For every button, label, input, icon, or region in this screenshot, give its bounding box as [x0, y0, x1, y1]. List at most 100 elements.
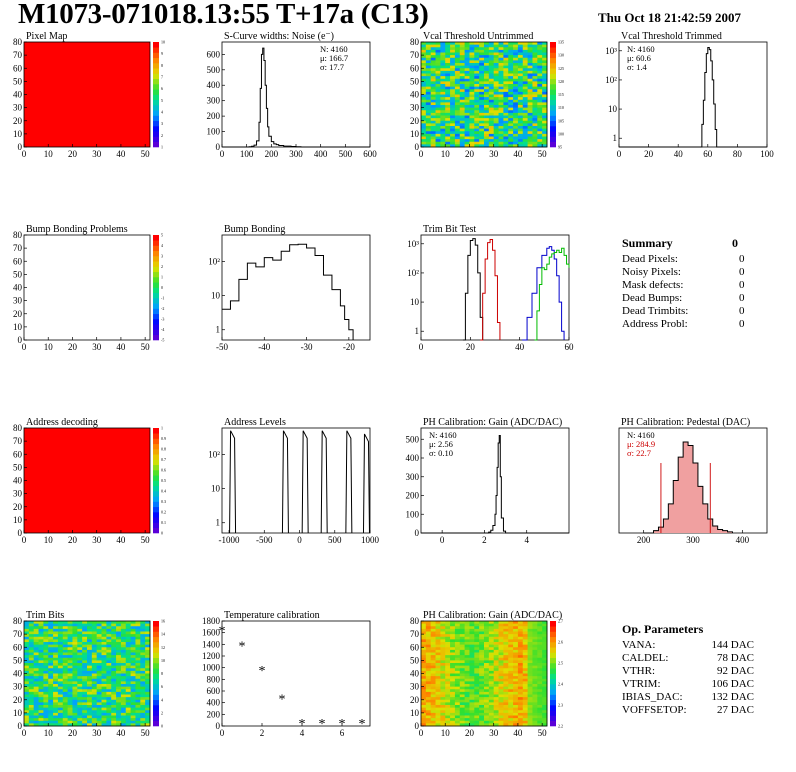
heatmap-cell: [488, 686, 495, 690]
heatmap-cell: [421, 112, 427, 116]
heatmap-cell: [111, 631, 117, 635]
heatmap-cell: [542, 76, 548, 80]
heatmap-cell: [532, 660, 538, 664]
x-tick-label: 60: [565, 342, 575, 352]
heatmap-cell: [488, 707, 495, 711]
colorbar-segment: [550, 705, 556, 711]
chart-scurve-noise: S-Curve widths: Noise (e⁻)0 100 200 300 400 5…: [207, 31, 378, 159]
y-tick-label: 20: [13, 309, 23, 319]
heatmap-cell: [57, 626, 64, 630]
heatmap-cell: [469, 712, 475, 716]
heatmap-cell: [464, 655, 470, 659]
heatmap-cell: [532, 49, 538, 53]
heatmap-cell: [508, 631, 514, 635]
heatmap-cell: [106, 710, 112, 714]
heatmap-cell: [517, 141, 524, 145]
heatmap-cell: [498, 631, 504, 635]
heatmap-cell: [67, 712, 73, 716]
heatmap-cell: [469, 49, 475, 53]
summary-row-value: 0: [739, 318, 745, 330]
heatmap-cell: [454, 76, 461, 80]
heatmap-cell: [542, 639, 548, 643]
heatmap-cell: [145, 691, 151, 695]
heatmap-cell: [484, 70, 490, 74]
heatmap-cell: [517, 44, 524, 48]
heatmap-cell: [474, 639, 480, 643]
heatmap-cell: [498, 128, 504, 132]
heatmap-cell: [430, 136, 436, 140]
scatter-point: *: [359, 717, 366, 732]
heatmap-cell: [532, 141, 538, 145]
heatmap-cell: [522, 44, 529, 48]
heatmap-cell: [503, 97, 509, 101]
heatmap-cell: [430, 699, 436, 703]
heatmap-cell: [459, 44, 466, 48]
heatmap-cell: [498, 723, 504, 727]
heatmap-cell: [67, 702, 73, 706]
heatmap-cell: [513, 115, 519, 119]
heatmap-cell: [527, 76, 533, 80]
x-tick-label: 50: [538, 149, 548, 159]
heatmap-cell: [125, 691, 132, 695]
heatmap-cell: [508, 81, 514, 85]
heatmap-cell: [503, 634, 509, 638]
heatmap-cell: [445, 631, 451, 635]
heatmap-cell: [488, 89, 495, 93]
colorbar-segment: [153, 459, 159, 466]
heatmap-cell: [24, 639, 30, 643]
heatmap-cell: [62, 686, 69, 690]
heatmap-cell: [421, 686, 427, 690]
y-tick-label: 10: [13, 515, 23, 525]
heatmap-cell: [38, 676, 44, 680]
heatmap-cell: [82, 655, 88, 659]
heatmap-cell: [116, 649, 122, 653]
heatmap-cell: [542, 720, 548, 724]
heatmap-cell: [484, 78, 490, 82]
heatmap-cell: [421, 141, 427, 145]
heatmap-cell: [62, 715, 69, 719]
heatmap-cell: [425, 84, 432, 88]
heatmap-cell: [145, 712, 151, 716]
heatmap-cell: [513, 110, 519, 114]
heatmap-cell: [479, 44, 485, 48]
heatmap-cell: [43, 642, 49, 646]
x-tick-label: 30: [92, 728, 102, 738]
heatmap-cell: [479, 102, 485, 106]
heatmap-cell: [430, 668, 436, 672]
heatmap-cell: [116, 663, 122, 667]
colorbar-segment: [153, 110, 159, 116]
heatmap-cell: [440, 686, 446, 690]
heatmap-cell: [72, 710, 78, 714]
heatmap-cell: [24, 623, 30, 627]
heatmap-cell: [537, 126, 543, 130]
heatmap-cell: [116, 660, 122, 664]
heatmap-cell: [53, 623, 59, 627]
heatmap-cell: [522, 107, 529, 111]
heatmap-cell: [96, 642, 102, 646]
op-parameter-label: VTRIM:: [622, 678, 661, 690]
heatmap-cell: [435, 65, 441, 69]
heatmap-cell: [91, 720, 98, 724]
heatmap-cell: [532, 107, 538, 111]
heatmap-cell: [77, 647, 83, 651]
heatmap-cell: [106, 644, 112, 648]
y-tick-label: 60: [410, 642, 420, 652]
heatmap-cell: [116, 705, 122, 709]
heatmap-cell: [450, 42, 456, 46]
heatmap-cell: [508, 86, 514, 90]
heatmap-cell: [474, 626, 480, 630]
heatmap-cell: [435, 89, 441, 93]
heatmap-cell: [464, 670, 470, 674]
summary-row-label: Dead Pixels:: [622, 253, 678, 265]
heatmap-cell: [522, 91, 529, 95]
heatmap-cell: [440, 68, 446, 72]
heatmap-cell: [532, 52, 538, 56]
heatmap-cell: [145, 621, 151, 625]
y-tick-label: 50: [410, 655, 420, 665]
heatmap-cell: [508, 689, 514, 693]
heatmap-cell: [479, 686, 485, 690]
heatmap-cell: [421, 723, 427, 727]
heatmap-cell: [484, 702, 490, 706]
op-parameter-value: 92 DAC: [717, 665, 754, 677]
heatmap-cell: [77, 663, 83, 667]
